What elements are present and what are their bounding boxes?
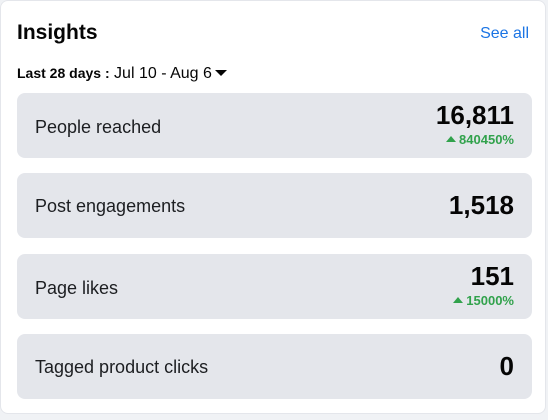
metric-change-value: 15000% bbox=[466, 293, 514, 308]
metric-people-reached[interactable]: People reached 16,811 840450% bbox=[17, 93, 532, 158]
caret-down-icon bbox=[214, 69, 227, 76]
metric-label: People reached bbox=[35, 117, 162, 137]
metric-value: 0 bbox=[499, 351, 514, 381]
metric-value: 1,518 bbox=[448, 190, 514, 220]
metric-post-engagements[interactable]: Post engagements 1,518 bbox=[17, 173, 532, 238]
metric-label: Page likes bbox=[35, 278, 119, 298]
metric-change: 840450% bbox=[446, 132, 514, 148]
see-all-link[interactable]: See all bbox=[480, 25, 529, 42]
card-title: Insights bbox=[17, 21, 98, 44]
insights-header: Insights See all bbox=[17, 19, 529, 47]
metric-value: 151 bbox=[470, 261, 514, 291]
date-range-value: Jul 10 - Aug 6 bbox=[109, 65, 212, 82]
date-range-label: Last 28 days : bbox=[17, 65, 110, 81]
metric-value: 16,811 bbox=[435, 100, 514, 130]
metric-change: 15000% bbox=[453, 293, 514, 309]
metric-label: Tagged product clicks bbox=[35, 357, 209, 377]
metric-page-likes[interactable]: Page likes 151 15000% bbox=[17, 254, 532, 319]
metric-tagged-product-clicks[interactable]: Tagged product clicks 0 bbox=[17, 334, 532, 399]
date-range-selector[interactable]: Last 28 days : Jul 10 - Aug 6 bbox=[17, 61, 227, 85]
metric-label: Post engagements bbox=[35, 196, 186, 216]
metric-change-value: 840450% bbox=[459, 132, 514, 147]
triangle-up-icon bbox=[453, 296, 464, 303]
triangle-up-icon bbox=[446, 135, 457, 142]
